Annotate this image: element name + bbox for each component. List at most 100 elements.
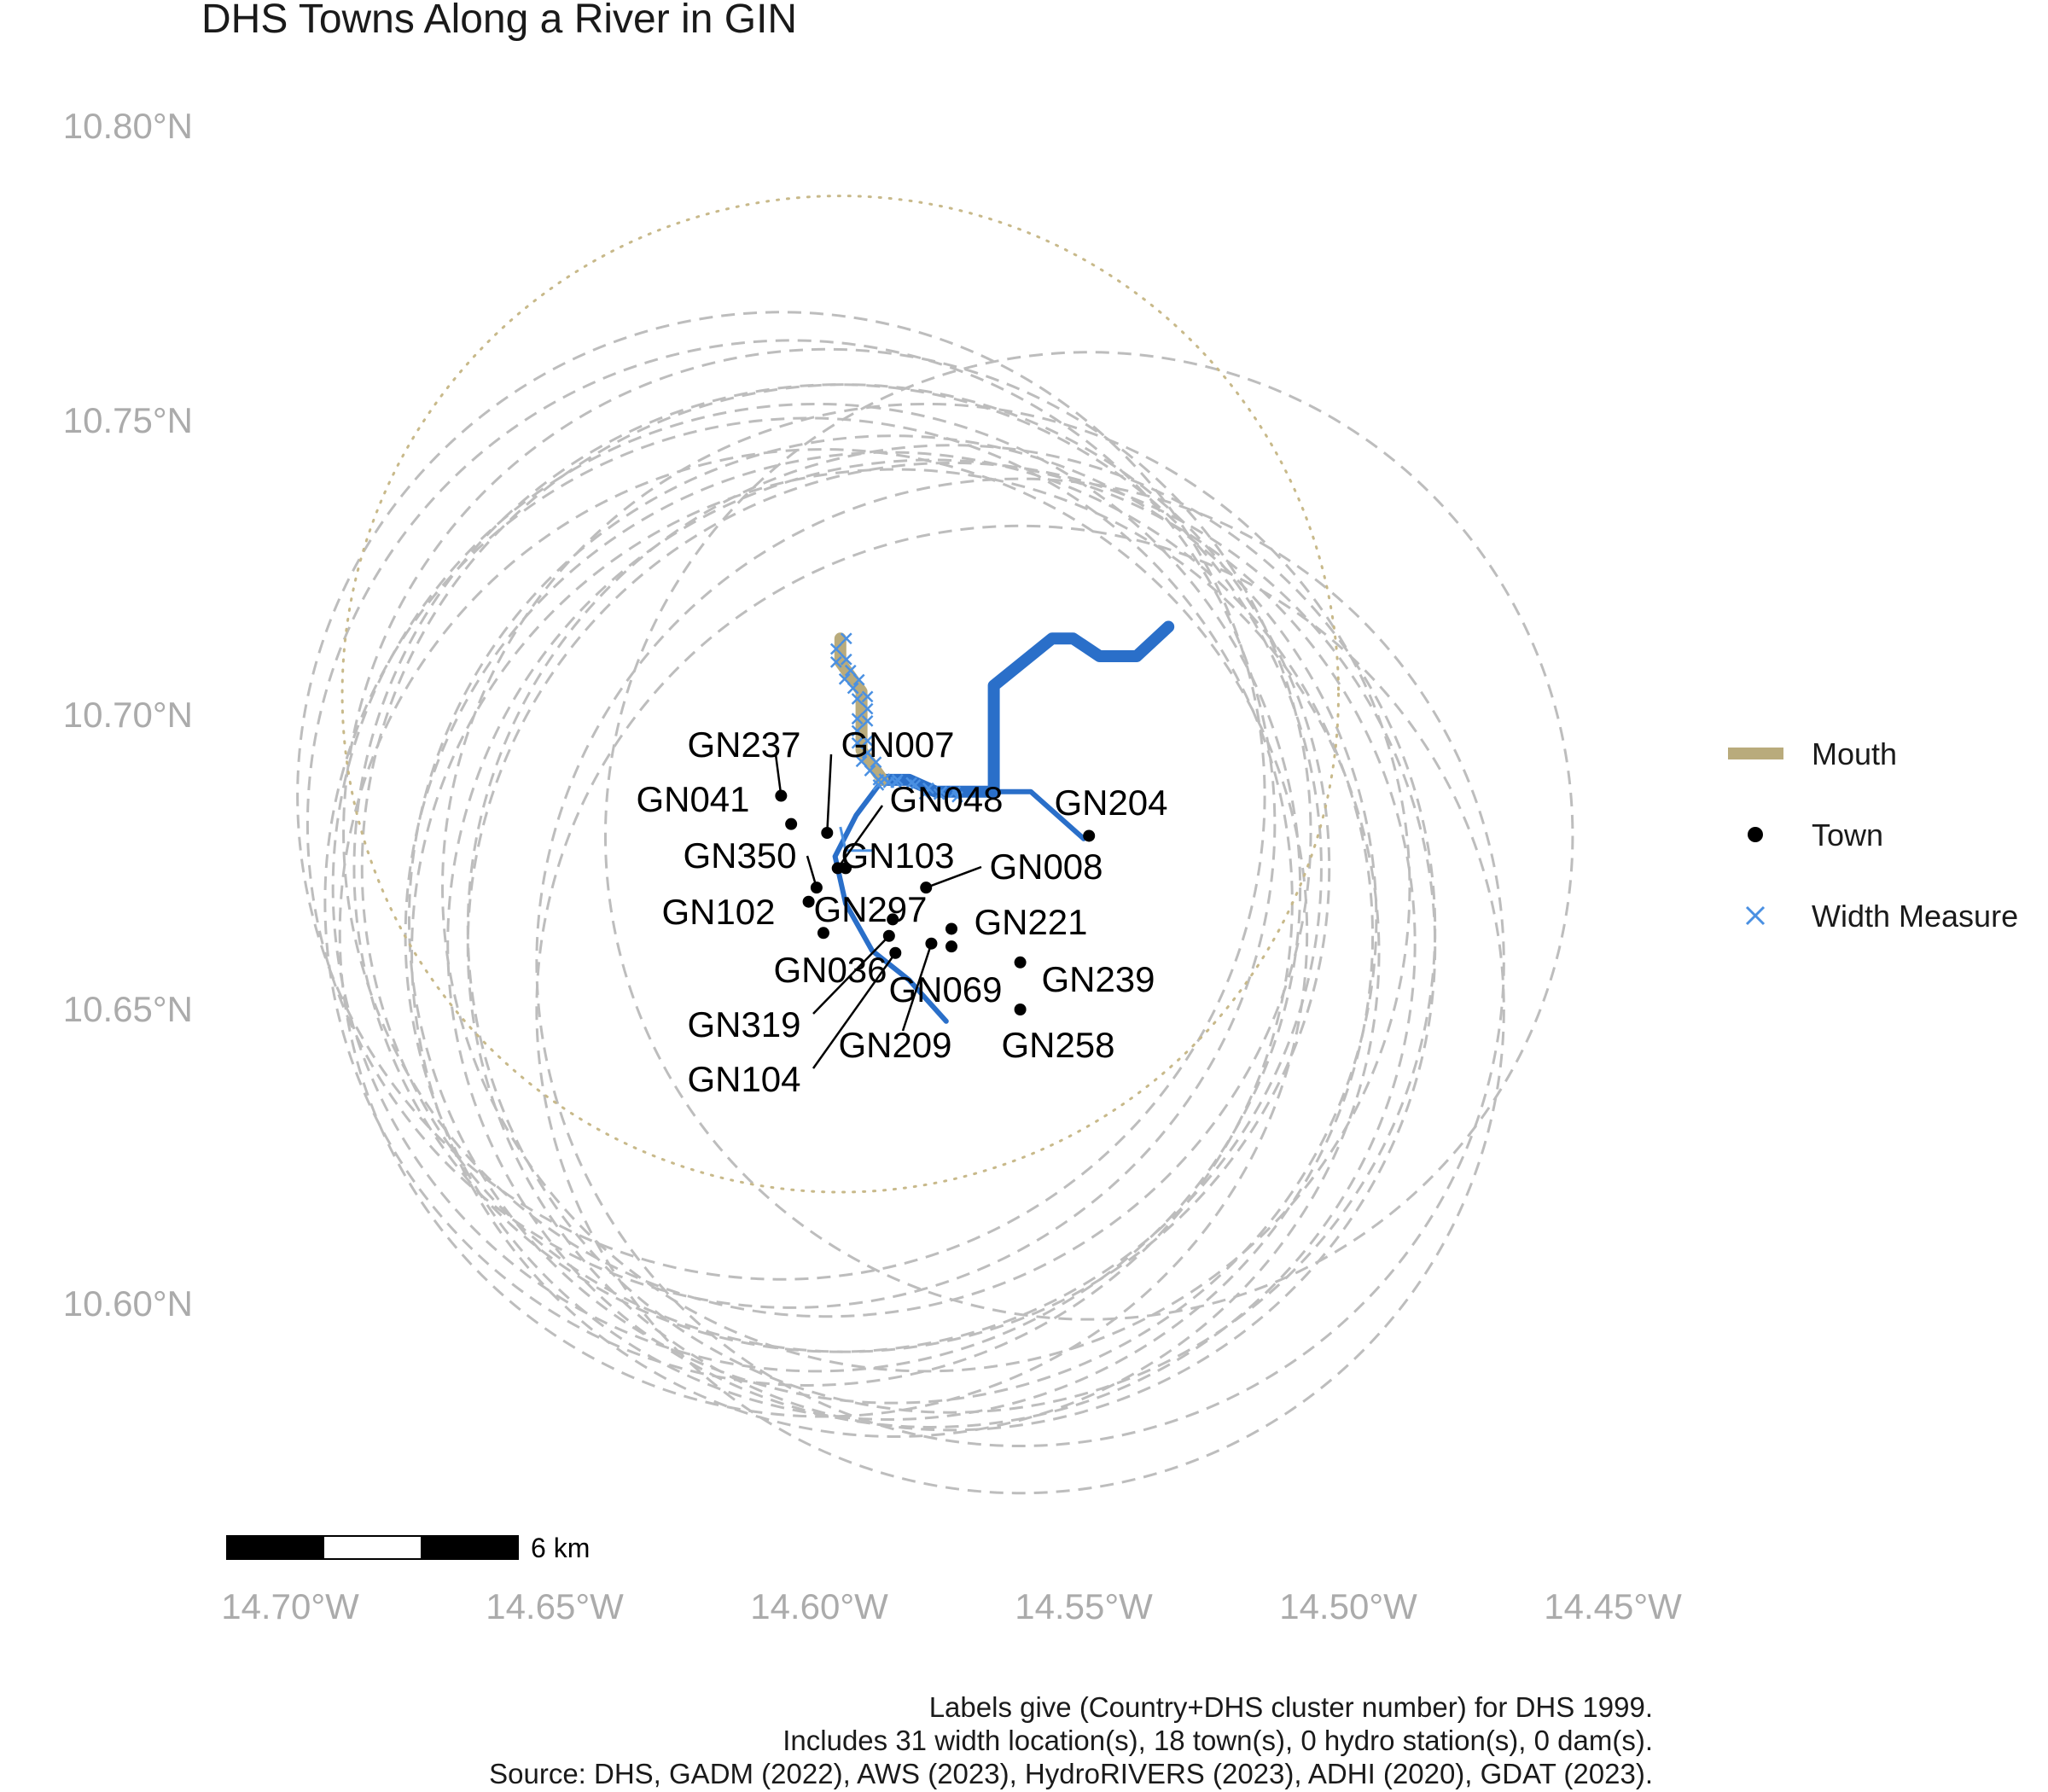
width-measure-marker bbox=[905, 777, 918, 789]
scale-bar: 6 km bbox=[226, 1533, 590, 1563]
town-marker bbox=[1083, 829, 1096, 842]
x-tick-label: 14.55°W bbox=[1015, 1586, 1153, 1626]
width-measure-marker bbox=[918, 788, 931, 800]
town-label: GN297 bbox=[813, 889, 927, 929]
town-leader-line bbox=[836, 805, 884, 870]
town-marker bbox=[889, 946, 902, 959]
figure-caption: Labels give (Country+DHS cluster number)… bbox=[489, 1691, 1653, 1789]
town-buffer-circles bbox=[296, 311, 1574, 1495]
town-marker bbox=[945, 940, 957, 953]
x-tick-label: 14.60°W bbox=[750, 1586, 888, 1626]
map-title: DHS Towns Along a River in GIN bbox=[201, 0, 797, 42]
town-marker bbox=[1014, 1004, 1027, 1015]
town-marker bbox=[802, 895, 815, 908]
river-west-branch bbox=[832, 777, 949, 1024]
town-label: GN041 bbox=[636, 779, 749, 819]
town-marker bbox=[775, 789, 788, 802]
x-tick-label: 14.70°W bbox=[221, 1586, 359, 1626]
town-label: GN221 bbox=[974, 902, 1087, 942]
river-main-channel bbox=[876, 620, 1175, 798]
width-measure-marker bbox=[933, 788, 945, 800]
y-tick-label: 10.65°N bbox=[63, 989, 193, 1029]
town-marker bbox=[945, 922, 957, 935]
town-label: GN104 bbox=[687, 1059, 800, 1099]
town-marker bbox=[810, 881, 823, 894]
width-measure-marker bbox=[861, 690, 874, 703]
width-measure-marker bbox=[855, 755, 868, 768]
town-leader-line bbox=[925, 865, 982, 889]
town-marker bbox=[1014, 956, 1027, 969]
town-marker bbox=[887, 913, 899, 926]
width-measure-marker bbox=[851, 724, 864, 737]
buffer-circle bbox=[305, 339, 1277, 1309]
x-tick-label: 14.50°W bbox=[1279, 1586, 1417, 1626]
legend: Mouth Town Width Measure bbox=[1728, 736, 2018, 934]
legend-label-town: Town bbox=[1812, 817, 1883, 852]
y-tick-label: 10.60°N bbox=[63, 1283, 193, 1324]
town-marker bbox=[882, 929, 895, 942]
width-measure-markers bbox=[829, 632, 963, 803]
town-label: GN102 bbox=[661, 892, 775, 932]
width-measure-marker bbox=[949, 785, 962, 798]
buffer-circle bbox=[338, 448, 1309, 1418]
buffer-circle bbox=[331, 402, 1302, 1373]
town-markers bbox=[775, 789, 1096, 1015]
width-measure-marker bbox=[852, 673, 865, 686]
x-tick-label: 14.45°W bbox=[1544, 1586, 1682, 1626]
scale-bar-label: 6 km bbox=[531, 1533, 590, 1563]
width-measure-marker bbox=[861, 702, 874, 715]
width-measure-marker bbox=[840, 632, 852, 645]
width-measure-marker bbox=[890, 777, 902, 788]
width-measure-marker bbox=[844, 664, 857, 677]
caption-line: Labels give (Country+DHS cluster number)… bbox=[929, 1691, 1653, 1723]
town-leader-line bbox=[812, 934, 890, 1015]
river-tributary bbox=[839, 826, 872, 852]
x-tick-label: 14.65°W bbox=[486, 1586, 624, 1626]
town-label: GN103 bbox=[841, 835, 954, 876]
buffer-circle bbox=[535, 524, 1505, 1495]
buffer-circle bbox=[535, 477, 1505, 1448]
town-label: GN008 bbox=[989, 847, 1103, 887]
width-measure-marker bbox=[864, 765, 876, 777]
caption-line: Source: DHS, GADM (2022), AWS (2023), Hy… bbox=[489, 1758, 1653, 1789]
town-label: GN204 bbox=[1054, 783, 1167, 823]
town-leader-line bbox=[774, 753, 783, 796]
town-label: GN007 bbox=[841, 724, 954, 765]
width-measure-marker bbox=[861, 735, 874, 748]
town-label: GN048 bbox=[889, 779, 1003, 819]
town-label: GN319 bbox=[687, 1004, 800, 1044]
width-measure-marker bbox=[840, 653, 852, 666]
town-label: GN036 bbox=[773, 950, 887, 990]
town-marker bbox=[840, 862, 852, 875]
y-tick-label: 10.75°N bbox=[63, 400, 193, 440]
width-measure-marker bbox=[861, 747, 874, 759]
width-measure-marker bbox=[851, 713, 864, 725]
caption-line: Includes 31 width location(s), 18 town(s… bbox=[783, 1725, 1653, 1756]
legend-label-mouth: Mouth bbox=[1812, 736, 1897, 771]
x-axis-labels: 14.70°W 14.65°W 14.60°W 14.55°W 14.50°W … bbox=[221, 1586, 1682, 1626]
buffer-circle bbox=[296, 311, 1266, 1281]
town-label: GN209 bbox=[838, 1025, 951, 1065]
town-marker bbox=[925, 937, 938, 950]
width-measure-marker bbox=[872, 774, 885, 786]
buffer-circle bbox=[446, 458, 1417, 1428]
town-label: GN239 bbox=[1041, 959, 1155, 999]
y-tick-label: 10.70°N bbox=[63, 695, 193, 735]
buffer-circle bbox=[360, 383, 1331, 1353]
town-label: GN350 bbox=[683, 835, 796, 876]
width-measure-marker bbox=[851, 736, 864, 749]
town-label: GN258 bbox=[1001, 1025, 1114, 1065]
width-measure-marker bbox=[847, 682, 859, 695]
buffer-circle bbox=[410, 468, 1381, 1438]
buffer-circle bbox=[342, 347, 1312, 1318]
y-tick-label: 10.80°N bbox=[63, 106, 193, 146]
buffer-circle bbox=[466, 461, 1437, 1432]
width-measure-marker bbox=[851, 693, 864, 705]
width-measure-marker bbox=[870, 756, 882, 769]
town-leader-line bbox=[812, 952, 897, 1069]
y-axis-labels: 10.80°N 10.75°N 10.70°N 10.65°N 10.60°N bbox=[63, 106, 193, 1324]
width-measure-marker bbox=[829, 656, 842, 668]
town-marker bbox=[821, 827, 834, 839]
river-east-branch bbox=[991, 788, 1086, 841]
mouth-buffer-circle bbox=[340, 195, 1341, 1194]
